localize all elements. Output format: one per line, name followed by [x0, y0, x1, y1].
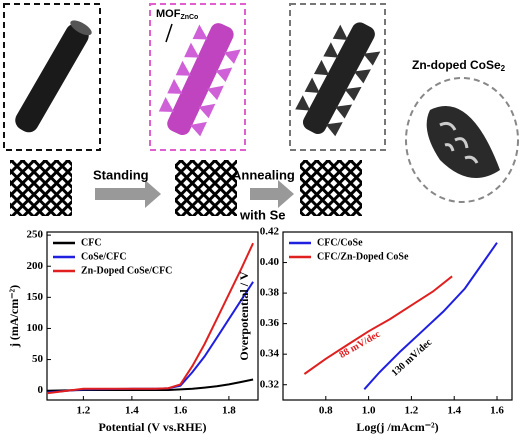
rod — [15, 20, 92, 133]
y-tick-label: 200 — [27, 260, 44, 272]
x-tick-label: 1.2 — [405, 405, 419, 417]
y-tick-label: 50 — [32, 353, 44, 365]
x-tick-label: 1.4 — [125, 405, 139, 417]
x-tick-label: 0.8 — [319, 405, 333, 417]
plot-frame — [46, 231, 259, 401]
annotation: 88 mV/dec — [338, 328, 383, 360]
series-line — [46, 242, 255, 395]
schematic: MOFZnCo Zn-doped CoSe2 Standing Annealin… — [3, 3, 519, 222]
plot-frame — [282, 231, 513, 401]
y-tick-label: 0.32 — [260, 378, 280, 390]
product-label: Zn-doped CoSe2 — [412, 58, 506, 73]
x-axis-label: Potential (V vs.RHE) — [98, 420, 206, 434]
texture — [439, 121, 479, 164]
series-line — [303, 275, 453, 375]
y-tick-label: 0 — [38, 384, 44, 396]
y-tick-label: 0.40 — [260, 256, 280, 268]
legend-label: CoSe/CFC — [81, 251, 127, 262]
annotation: 130 mV/dec — [390, 337, 435, 379]
pointer — [165, 23, 173, 43]
mof-rod — [158, 23, 241, 137]
x-tick-label: 1.2 — [77, 405, 91, 417]
legend-label: Zn-Doped CoSe/CFC — [81, 265, 172, 276]
carbon-cloth — [175, 160, 237, 216]
arrow — [95, 180, 161, 208]
carbon-cloth — [300, 160, 362, 216]
y-tick-label: 250 — [27, 229, 44, 241]
x-tick-label: 1.8 — [222, 405, 236, 417]
x-tick-label: 1.6 — [174, 405, 188, 417]
y-tick-label: 0.34 — [260, 348, 280, 360]
series-line — [46, 281, 254, 394]
arrow — [250, 180, 294, 208]
mof-label: MOFZnCo — [156, 8, 198, 21]
step-label: Standing — [93, 167, 149, 182]
y-axis-label: j (mA/cm⁻²) — [7, 285, 21, 348]
coated-rod — [295, 22, 381, 137]
series-line — [46, 378, 254, 392]
legend-label: CFC/CoSe — [317, 237, 363, 248]
y-tick-label: 0.38 — [260, 287, 280, 299]
legend-label: CFC — [81, 237, 102, 248]
x-tick-label: 1.0 — [362, 405, 376, 417]
y-axis-label: Overpotential / V — [237, 271, 251, 360]
y-tick-label: 0.42 — [260, 226, 280, 238]
x-tick-label: 1.6 — [490, 405, 504, 417]
step-label: Annealing — [232, 167, 295, 182]
frame — [3, 3, 101, 151]
y-tick-label: 100 — [27, 322, 44, 334]
series-line — [363, 242, 498, 390]
x-tick-label: 1.4 — [447, 405, 461, 417]
y-tick-label: 0.36 — [260, 317, 280, 329]
carbon-cloth — [10, 160, 72, 216]
step-label: with Se — [239, 207, 286, 222]
x-axis-label: Log(j /mAcm⁻²) — [356, 420, 438, 434]
y-tick-label: 150 — [27, 291, 44, 303]
legend-label: CFC/Zn-Doped CoSe — [317, 251, 409, 262]
